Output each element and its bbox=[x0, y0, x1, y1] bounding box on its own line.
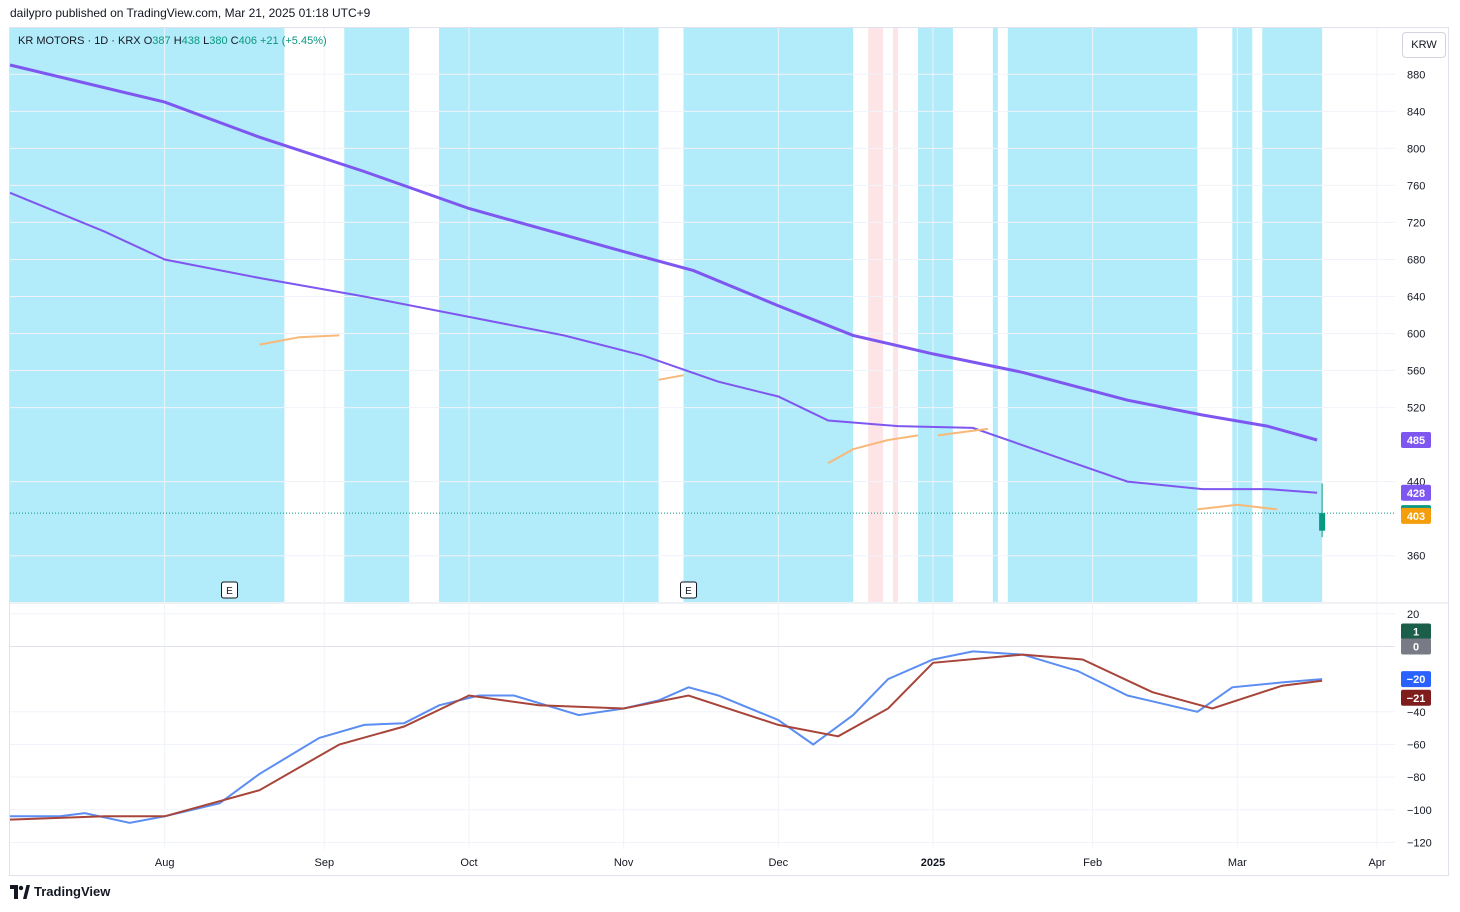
legend-high: 438 bbox=[181, 35, 201, 47]
highlight-zone-2 bbox=[439, 28, 659, 602]
time-tick-label: 2025 bbox=[921, 857, 945, 869]
legend-low-label: L bbox=[203, 35, 210, 47]
price-tick-label: 720 bbox=[1407, 217, 1425, 229]
highlight-zone-5 bbox=[893, 28, 899, 602]
price-badge-label: 428 bbox=[1407, 488, 1425, 500]
price-tick-label: 840 bbox=[1407, 106, 1425, 118]
price-tick-label: 640 bbox=[1407, 291, 1425, 303]
legend-symbol: KR MOTORS · 1D · KRX bbox=[18, 35, 141, 47]
ma-fast-line bbox=[1197, 503, 1278, 511]
price-tick-label: 600 bbox=[1407, 329, 1425, 341]
macd-badge-signal bbox=[1401, 689, 1431, 706]
macd-badge-histogram bbox=[1401, 623, 1431, 640]
time-tick-label: Aug bbox=[155, 857, 175, 869]
time-tick-label: Oct bbox=[460, 857, 477, 869]
last-candle-body bbox=[1319, 513, 1326, 531]
ma-fast-line bbox=[937, 427, 989, 437]
time-tick-label: Sep bbox=[315, 857, 335, 869]
highlight-zone-0 bbox=[10, 28, 285, 602]
macd-tick-label: −40 bbox=[1407, 707, 1426, 719]
price-badge-label: 403 bbox=[1407, 511, 1425, 523]
macd-tick-label: −80 bbox=[1407, 772, 1426, 784]
time-tick-label: Dec bbox=[769, 857, 789, 869]
price-tick-label: 520 bbox=[1407, 403, 1425, 415]
macd-line bbox=[10, 650, 1323, 824]
ma-long-line bbox=[9, 63, 1318, 442]
time-tick-label: Nov bbox=[614, 857, 634, 869]
time-tick-label: Feb bbox=[1083, 857, 1102, 869]
earnings-marker-label: E bbox=[685, 586, 692, 597]
ma-fast-line bbox=[827, 434, 919, 464]
earnings-marker bbox=[221, 581, 239, 599]
tradingview-logo-icon bbox=[10, 884, 30, 899]
price-tick-label: 880 bbox=[1407, 69, 1425, 81]
macd-badge-label: −21 bbox=[1407, 693, 1426, 705]
highlight-zone-9 bbox=[1232, 28, 1253, 602]
macd-badge-label: 0 bbox=[1413, 641, 1419, 653]
price-badge-ma_long bbox=[1401, 431, 1431, 448]
currency-button[interactable]: KRW bbox=[1402, 32, 1446, 58]
macd-tick-label: −120 bbox=[1407, 837, 1432, 849]
legend-close: 406 bbox=[238, 35, 257, 47]
earnings-marker-label: E bbox=[226, 586, 233, 597]
symbol-legend[interactable]: KR MOTORS · 1D · KRX O387 H438 L380 C406… bbox=[18, 35, 327, 47]
legend-close-label: C bbox=[230, 35, 239, 47]
highlight-zone-7 bbox=[992, 28, 998, 602]
price-tick-label: 800 bbox=[1407, 143, 1425, 155]
time-tick-label: Apr bbox=[1368, 857, 1385, 869]
highlight-zone-8 bbox=[1007, 28, 1198, 602]
highlight-zone-4 bbox=[868, 28, 884, 602]
published-line: dailypro published on TradingView.com, M… bbox=[10, 6, 371, 20]
footer-brand-text: TradingView bbox=[34, 884, 111, 899]
ma-short-line bbox=[9, 191, 1318, 494]
chart-frame bbox=[9, 27, 1449, 876]
price-badge-ma_short bbox=[1401, 484, 1431, 501]
macd-tick-label: −60 bbox=[1407, 739, 1426, 751]
highlight-zone-3 bbox=[683, 28, 854, 602]
price-badge-ma_fast bbox=[1401, 507, 1431, 524]
highlight-zone-6 bbox=[918, 28, 953, 602]
macd-tick-label: −100 bbox=[1407, 805, 1432, 817]
price-tick-label: 680 bbox=[1407, 254, 1425, 266]
highlight-zone-10 bbox=[1262, 28, 1323, 602]
price-tick-label: 760 bbox=[1407, 180, 1425, 192]
macd-tick-label: 20 bbox=[1407, 609, 1419, 621]
legend-high-label: H bbox=[173, 35, 182, 47]
price-badge-label: 485 bbox=[1407, 435, 1425, 447]
time-tick-label: Mar bbox=[1228, 857, 1247, 869]
price-tick-label: 360 bbox=[1407, 551, 1425, 563]
footer-brand[interactable]: TradingView bbox=[10, 884, 110, 899]
legend-change: +21 (+5.45%) bbox=[260, 35, 327, 47]
macd-badge-macd bbox=[1401, 671, 1431, 688]
legend-open: 387 bbox=[152, 35, 171, 47]
macd-badge-label: −20 bbox=[1407, 674, 1426, 686]
earnings-marker bbox=[680, 581, 698, 599]
price-tick-label: 560 bbox=[1407, 366, 1425, 378]
macd-badge-label: 1 bbox=[1413, 626, 1419, 638]
legend-open-label: O bbox=[143, 35, 153, 47]
ma-fast-line bbox=[658, 374, 684, 381]
highlight-zone-1 bbox=[344, 28, 410, 602]
macd-badge-zero bbox=[1401, 638, 1431, 655]
signal-line bbox=[9, 653, 1323, 821]
legend-low: 380 bbox=[209, 35, 228, 47]
ma-fast-line bbox=[259, 334, 340, 346]
